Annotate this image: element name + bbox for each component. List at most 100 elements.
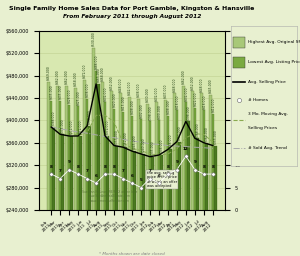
Text: $352,000: $352,000 (124, 131, 128, 145)
Text: 7: 7 (122, 169, 124, 173)
Bar (187, 121, 190, 256)
Bar (212, 114, 214, 256)
Text: $415,000: $415,000 (121, 95, 125, 110)
Text: $438,000: $438,000 (85, 83, 89, 97)
Bar (194, 108, 196, 256)
Bar (113, 109, 115, 256)
Bar (122, 112, 124, 256)
Bar (200, 93, 203, 256)
Text: the avg. selling
price is the price
at which an offer
was accepted: the avg. selling price is the price at w… (147, 170, 177, 188)
Text: Avg. Selling Price: Avg. Selling Price (248, 80, 285, 84)
Bar (158, 120, 160, 256)
Bar (160, 155, 163, 256)
Bar (80, 136, 82, 256)
Text: Single Family Home Sales Data for Port Gamble, Kingston & Hansville: Single Family Home Sales Data for Port G… (9, 6, 255, 12)
Text: $422,000: $422,000 (193, 92, 197, 106)
Bar (124, 147, 127, 256)
Text: $418,000: $418,000 (202, 94, 206, 109)
Text: $398,000: $398,000 (186, 105, 191, 120)
Text: 7: 7 (59, 169, 62, 173)
Text: $375,000: $375,000 (61, 118, 65, 133)
Text: $448,000: $448,000 (172, 77, 176, 92)
Bar (196, 138, 199, 256)
Text: $420,000: $420,000 (112, 93, 116, 108)
Text: * Months shown are date closed: * Months shown are date closed (99, 252, 165, 256)
Text: $335,000: $335,000 (151, 140, 154, 155)
Text: $348,000: $348,000 (168, 133, 172, 148)
Text: 8: 8 (103, 165, 106, 169)
Bar (59, 101, 62, 256)
Text: $465,000: $465,000 (97, 68, 101, 82)
Text: $448,000: $448,000 (118, 77, 122, 92)
Bar (95, 71, 98, 256)
Text: 9: 9 (68, 160, 70, 164)
Bar (70, 136, 73, 256)
Bar (83, 80, 86, 256)
Text: $390,000: $390,000 (88, 110, 92, 124)
Text: $488,000: $488,000 (94, 55, 98, 69)
Bar (61, 134, 64, 256)
Bar (92, 48, 95, 256)
Bar (149, 121, 151, 256)
Text: $408,000: $408,000 (130, 100, 134, 114)
FancyBboxPatch shape (233, 37, 245, 48)
Y-axis label: # of Homes Sold: # of Homes Sold (251, 97, 256, 144)
Bar (167, 116, 169, 256)
Bar (98, 84, 100, 256)
Text: 6: 6 (95, 174, 98, 178)
Text: $432,000: $432,000 (103, 86, 107, 101)
Text: 8: 8 (50, 165, 53, 169)
Text: $435,000: $435,000 (58, 84, 62, 99)
Bar (140, 119, 142, 256)
Text: $400,000: $400,000 (157, 104, 161, 119)
Text: 6: 6 (158, 174, 160, 178)
Bar (155, 102, 158, 256)
Text: 8: 8 (202, 165, 205, 169)
Bar (205, 143, 208, 256)
Text: Lowest Avg. Listing Prices: Lowest Avg. Listing Prices (248, 60, 300, 64)
Text: # Sold Avg. Trend: # Sold Avg. Trend (248, 146, 286, 150)
Text: $355,000: $355,000 (115, 129, 119, 144)
Text: $452,000: $452,000 (110, 75, 113, 90)
Bar (209, 95, 212, 256)
Text: 5: 5 (140, 178, 142, 182)
Text: $448,000: $448,000 (199, 77, 203, 92)
Text: From February 2011 through August 2012: From February 2011 through August 2012 (63, 14, 201, 19)
Bar (137, 99, 140, 256)
Bar (110, 91, 113, 256)
Bar (146, 103, 149, 256)
Text: Highest Avg. Original SP/Lst: Highest Avg. Original SP/Lst (248, 40, 300, 45)
Text: 8: 8 (112, 165, 116, 169)
Text: 3 Mo. Moving Avg.: 3 Mo. Moving Avg. (248, 112, 287, 116)
Text: 7: 7 (148, 169, 152, 173)
Bar (151, 157, 154, 256)
Text: $388,000: $388,000 (52, 111, 56, 125)
Text: 8: 8 (167, 165, 169, 169)
Bar (131, 116, 133, 256)
Bar (106, 136, 109, 256)
Text: $425,000: $425,000 (76, 90, 80, 105)
Text: $468,000: $468,000 (100, 66, 105, 81)
Text: $338,000: $338,000 (159, 139, 164, 153)
Text: 8: 8 (77, 165, 80, 169)
Text: $412,000: $412,000 (211, 98, 215, 112)
Text: 7: 7 (86, 169, 88, 173)
Bar (101, 82, 104, 256)
Text: $458,000: $458,000 (74, 71, 78, 86)
Bar (182, 86, 184, 256)
Text: $372,000: $372,000 (106, 120, 110, 134)
Bar (191, 91, 194, 256)
Bar (88, 126, 91, 256)
Bar (128, 97, 131, 256)
Bar (133, 151, 136, 256)
Text: $442,000: $442,000 (128, 81, 131, 95)
Bar (142, 154, 145, 256)
Text: Sue Ann McLean, RE/MAX at the lake
www.SueAnnRealEstate.com
www.JameaJoeRealtor.: Sue Ann McLean, RE/MAX at the lake www.S… (82, 189, 137, 203)
Text: $402,000: $402,000 (139, 103, 143, 118)
Bar (68, 105, 70, 256)
Text: Selling Prices: Selling Prices (248, 126, 277, 130)
Bar (176, 110, 178, 256)
Bar (74, 88, 77, 256)
Text: $408,000: $408,000 (166, 100, 170, 114)
Bar (86, 99, 88, 256)
